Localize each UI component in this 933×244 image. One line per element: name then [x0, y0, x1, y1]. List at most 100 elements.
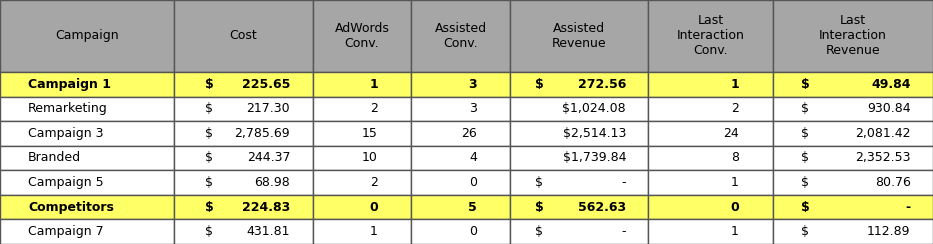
Text: $2,514.13: $2,514.13	[563, 127, 626, 140]
Bar	[174, 121, 313, 146]
Bar	[648, 146, 773, 170]
Bar	[510, 0, 648, 72]
Text: Last
Interaction
Conv.: Last Interaction Conv.	[676, 14, 745, 58]
Bar	[174, 146, 313, 170]
Text: 1: 1	[369, 78, 378, 91]
Text: 68.98: 68.98	[255, 176, 290, 189]
Text: $: $	[536, 176, 543, 189]
Text: 15: 15	[362, 127, 378, 140]
Bar	[313, 219, 411, 244]
Text: Campaign 7: Campaign 7	[28, 225, 104, 238]
Bar	[510, 97, 648, 121]
Bar	[411, 170, 510, 195]
Bar	[648, 219, 773, 244]
Text: 0: 0	[369, 201, 378, 214]
Text: 244.37: 244.37	[246, 152, 290, 164]
Text: 1: 1	[731, 78, 739, 91]
Bar	[174, 219, 313, 244]
Text: $: $	[536, 78, 544, 91]
Bar	[773, 219, 933, 244]
Bar	[0, 72, 174, 97]
Text: Competitors: Competitors	[28, 201, 114, 214]
Bar	[773, 195, 933, 219]
Text: -: -	[906, 201, 911, 214]
Text: Remarketing: Remarketing	[28, 102, 107, 115]
Text: $: $	[205, 225, 213, 238]
Text: 1: 1	[731, 176, 739, 189]
Bar	[773, 97, 933, 121]
Bar	[411, 97, 510, 121]
Bar	[773, 146, 933, 170]
Text: 80.76: 80.76	[875, 176, 911, 189]
Text: $: $	[801, 152, 810, 164]
Text: 24: 24	[723, 127, 739, 140]
Text: $: $	[536, 225, 543, 238]
Text: -: -	[621, 176, 626, 189]
Text: $: $	[205, 176, 213, 189]
Bar	[648, 170, 773, 195]
Text: 2: 2	[370, 176, 378, 189]
Text: 8: 8	[731, 152, 739, 164]
Bar	[0, 97, 174, 121]
Text: 3: 3	[469, 102, 477, 115]
Text: 225.65: 225.65	[242, 78, 290, 91]
Bar	[648, 97, 773, 121]
Bar	[648, 72, 773, 97]
Text: Campaign 1: Campaign 1	[28, 78, 111, 91]
Text: $1,739.84: $1,739.84	[563, 152, 626, 164]
Text: Assisted
Conv.: Assisted Conv.	[435, 22, 487, 50]
Bar	[411, 121, 510, 146]
Bar	[0, 219, 174, 244]
Bar	[313, 195, 411, 219]
Text: $: $	[205, 78, 214, 91]
Text: $: $	[205, 201, 214, 214]
Bar	[411, 146, 510, 170]
Bar	[648, 121, 773, 146]
Text: 0: 0	[731, 201, 739, 214]
Text: 562.63: 562.63	[578, 201, 626, 214]
Text: Campaign: Campaign	[55, 30, 119, 42]
Bar	[773, 170, 933, 195]
Bar	[411, 72, 510, 97]
Bar	[648, 195, 773, 219]
Text: 112.89: 112.89	[867, 225, 911, 238]
Bar	[174, 97, 313, 121]
Bar	[0, 170, 174, 195]
Text: Campaign 5: Campaign 5	[28, 176, 104, 189]
Text: 0: 0	[468, 176, 477, 189]
Bar	[648, 0, 773, 72]
Text: Branded: Branded	[28, 152, 81, 164]
Bar	[174, 170, 313, 195]
Text: 49.84: 49.84	[871, 78, 911, 91]
Bar	[510, 121, 648, 146]
Bar	[773, 121, 933, 146]
Text: 5: 5	[468, 201, 477, 214]
Bar	[510, 146, 648, 170]
Bar	[510, 219, 648, 244]
Bar	[313, 97, 411, 121]
Text: $: $	[536, 201, 544, 214]
Text: 1: 1	[731, 225, 739, 238]
Text: $: $	[801, 225, 810, 238]
Bar	[313, 72, 411, 97]
Text: -: -	[621, 225, 626, 238]
Text: 2,081.42: 2,081.42	[856, 127, 911, 140]
Bar	[313, 0, 411, 72]
Text: 0: 0	[468, 225, 477, 238]
Bar	[174, 195, 313, 219]
Text: 2,352.53: 2,352.53	[856, 152, 911, 164]
Text: 2: 2	[731, 102, 739, 115]
Bar	[411, 195, 510, 219]
Text: $1,024.08: $1,024.08	[563, 102, 626, 115]
Text: 4: 4	[469, 152, 477, 164]
Text: 272.56: 272.56	[578, 78, 626, 91]
Text: 2,785.69: 2,785.69	[234, 127, 290, 140]
Bar	[313, 146, 411, 170]
Text: 431.81: 431.81	[246, 225, 290, 238]
Bar	[313, 170, 411, 195]
Text: $: $	[801, 78, 810, 91]
Bar	[0, 121, 174, 146]
Text: $: $	[801, 201, 810, 214]
Text: 1: 1	[370, 225, 378, 238]
Text: $: $	[801, 176, 810, 189]
